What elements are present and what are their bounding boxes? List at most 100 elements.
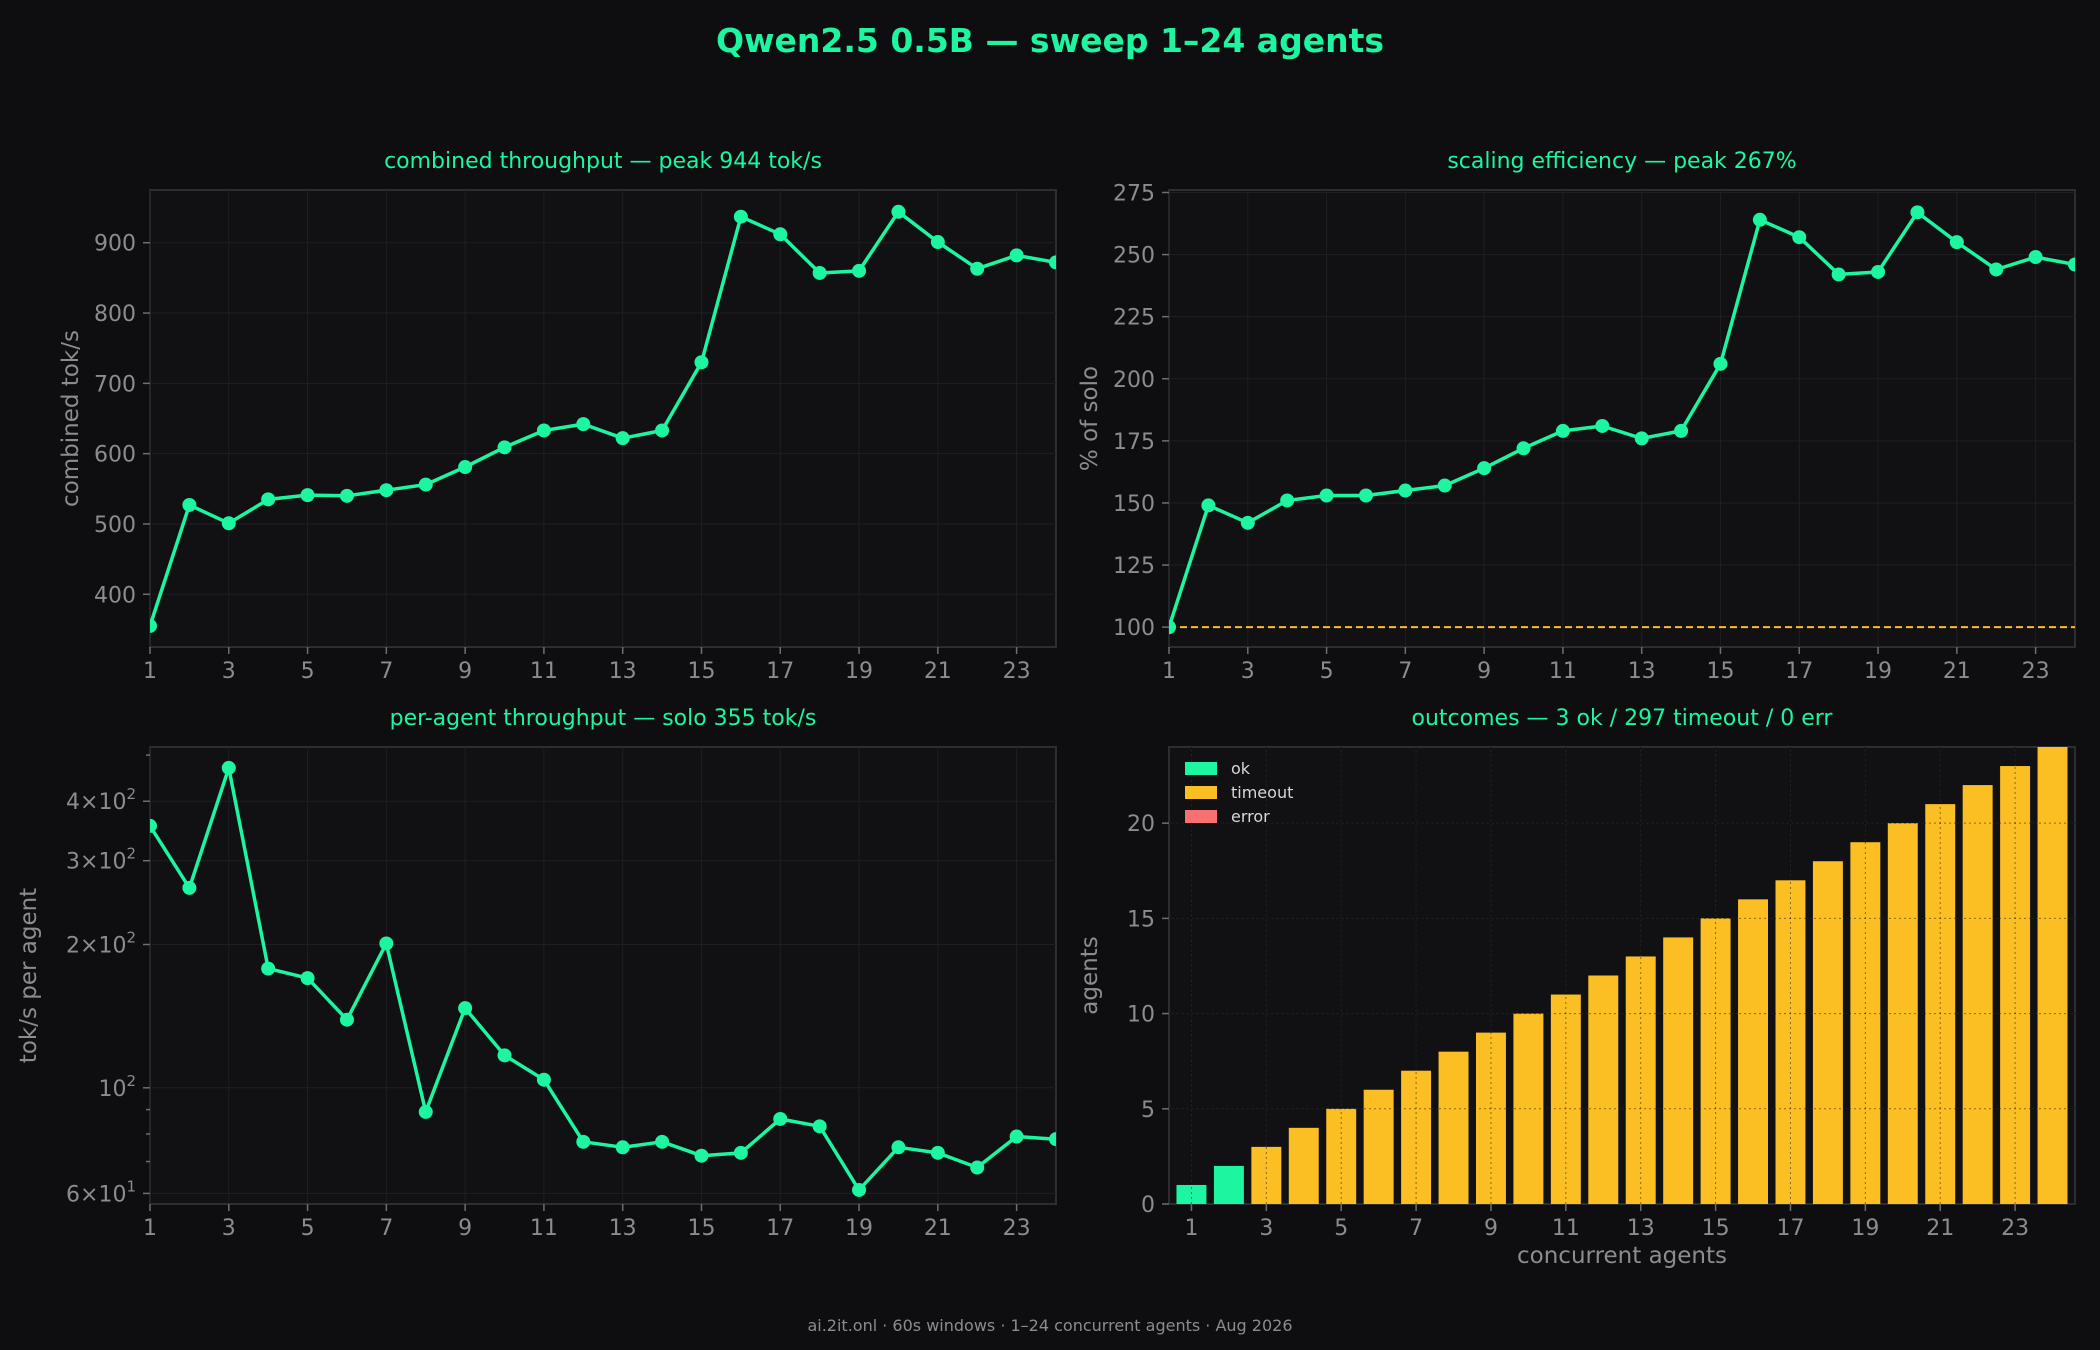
data-point: [1792, 230, 1807, 245]
data-point: [1201, 498, 1216, 513]
y-tick-exponent: 2: [126, 845, 136, 863]
y-tick-label: 102: [98, 1072, 136, 1102]
x-tick-label: 15: [687, 659, 715, 684]
x-tick-label: 11: [1552, 1216, 1580, 1241]
data-point: [812, 265, 827, 280]
x-tick-label: 17: [1776, 1216, 1804, 1241]
x-tick-label: 3: [222, 1216, 236, 1241]
bar-timeout: [1663, 937, 1694, 1204]
bar-timeout: [1775, 880, 1806, 1204]
x-tick-label: 1: [143, 659, 157, 684]
y-tick-base: 4×10: [66, 790, 126, 815]
data-point: [2068, 257, 2075, 272]
y-tick-base: 10: [98, 1077, 126, 1102]
y-tick-label: 400: [94, 583, 136, 608]
y-tick-label: 900: [94, 232, 136, 257]
data-point: [970, 1160, 985, 1175]
x-tick-label: 3: [1259, 1216, 1273, 1241]
data-point: [261, 961, 276, 976]
y-tick-label: 4×102: [66, 785, 136, 815]
data-point: [1595, 418, 1610, 433]
bar-timeout: [1625, 956, 1656, 1204]
x-tick-label: 15: [1702, 1216, 1730, 1241]
data-point: [1516, 441, 1531, 456]
bars-layer: [1169, 747, 2075, 1204]
data-point: [458, 460, 473, 475]
x-tick-label: 1: [1162, 659, 1176, 684]
data-point: [694, 1148, 709, 1163]
bar-timeout: [1288, 1127, 1319, 1204]
x-tick-label: 23: [1003, 659, 1031, 684]
data-point: [891, 204, 906, 219]
data-point: [379, 483, 394, 498]
x-tick-label: 17: [766, 1216, 794, 1241]
data-point: [339, 488, 354, 503]
data-point: [655, 423, 670, 438]
x-tick-label: 5: [301, 1216, 315, 1241]
x-tick-label: 9: [458, 1216, 472, 1241]
y-tick-label: 500: [94, 513, 136, 538]
data-point: [1049, 1132, 1056, 1147]
data-point: [150, 618, 157, 633]
legend-label-timeout: timeout: [1231, 783, 1293, 802]
y-tick-exponent: 1: [126, 1177, 136, 1195]
data-point: [655, 1134, 670, 1149]
y-axis-label: tok/s per agent: [16, 888, 42, 1063]
y-tick-label: 6×101: [66, 1177, 136, 1207]
x-tick-label: 7: [1409, 1216, 1423, 1241]
y-tick-label: 700: [94, 372, 136, 397]
y-tick-exponent: 2: [126, 929, 136, 947]
data-point: [773, 227, 788, 242]
series-layer: [150, 760, 1056, 1197]
x-tick-label: 21: [1926, 1216, 1954, 1241]
data-point: [733, 209, 748, 224]
data-point: [1871, 264, 1886, 279]
x-tick-label: 11: [530, 659, 558, 684]
bar-ok: [1213, 1165, 1244, 1204]
data-point: [150, 818, 157, 833]
bar-timeout: [1588, 975, 1619, 1204]
y-tick-exponent: 2: [126, 785, 136, 803]
bar-timeout: [1925, 804, 1956, 1204]
data-point: [1437, 478, 1452, 493]
bar-timeout: [1812, 861, 1843, 1204]
data-point: [300, 971, 315, 986]
data-point: [812, 1119, 827, 1134]
data-point: [930, 1145, 945, 1160]
x-tick-label: 9: [458, 659, 472, 684]
data-point: [891, 1140, 906, 1155]
data-point: [930, 235, 945, 250]
plot-area: [149, 746, 1057, 1205]
y-tick-label: 5: [1141, 1098, 1155, 1123]
data-point: [1169, 620, 1176, 635]
x-tick-label: 11: [530, 1216, 558, 1241]
y-tick-label: 0: [1141, 1193, 1155, 1218]
panel-title: outcomes — 3 ok / 297 timeout / 0 err: [1412, 706, 1834, 731]
panel-title: scaling efficiency — peak 267%: [1447, 149, 1796, 174]
data-point: [1674, 423, 1689, 438]
x-tick-label: 15: [1706, 659, 1734, 684]
plot-area: [1168, 189, 2076, 648]
bar-timeout: [1363, 1089, 1394, 1204]
data-point: [1752, 212, 1767, 227]
legend-label-error: error: [1231, 807, 1270, 826]
y-tick-label: 200: [1113, 368, 1155, 393]
x-tick-label: 15: [687, 1216, 715, 1241]
data-point: [1009, 248, 1024, 263]
data-point: [1240, 515, 1255, 530]
x-tick-label: 21: [924, 659, 952, 684]
x-tick-label: 5: [1320, 659, 1334, 684]
y-tick-exponent: 2: [126, 1072, 136, 1090]
x-tick-label: 19: [845, 1216, 873, 1241]
y-axis-label: combined tok/s: [58, 330, 84, 507]
x-tick-label: 9: [1477, 659, 1491, 684]
bar-timeout: [1850, 842, 1881, 1204]
data-point: [536, 423, 551, 438]
data-point: [852, 263, 867, 278]
panel-outcomes: outcomes — 3 ok / 297 timeout / 0 err 1 3 5…: [1077, 706, 2076, 1269]
x-tick-label: 5: [301, 659, 315, 684]
data-point: [458, 1001, 473, 1016]
x-tick-label: 1: [1184, 1216, 1198, 1241]
y-tick-label: 20: [1127, 812, 1155, 837]
